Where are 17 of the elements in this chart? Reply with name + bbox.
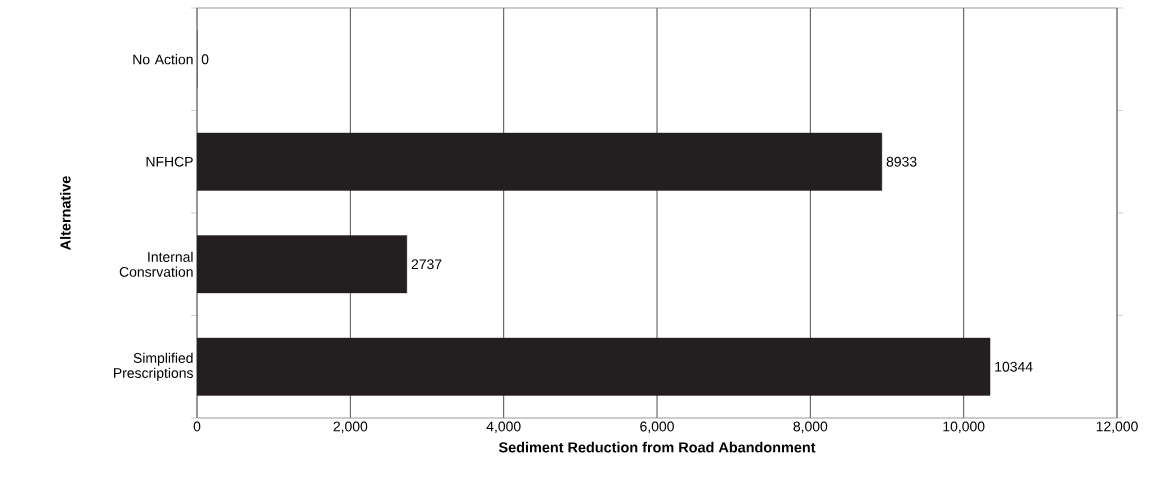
y-tick-label: NFHCP xyxy=(146,156,193,167)
x-tick-label: 12,000 xyxy=(1096,421,1138,434)
data-label: 10344 xyxy=(995,361,1033,372)
x-axis-title: Sediment Reduction from Road Abandonment xyxy=(498,441,816,453)
y-tick-label: Simplified Prescriptions xyxy=(114,352,193,381)
y-tick-label: Internal Consrvation xyxy=(119,251,193,277)
y-tick-label: No Action xyxy=(133,54,193,65)
x-tick-label: 2,000 xyxy=(333,421,368,434)
x-tick-label: 10,000 xyxy=(943,421,985,434)
y-axis-title: Alternative xyxy=(60,176,71,250)
data-label: 2737 xyxy=(411,259,442,270)
x-tick-label: 4,000 xyxy=(486,421,521,434)
x-tick-label: 8,000 xyxy=(793,421,828,434)
x-tick-label: 6,000 xyxy=(640,421,674,434)
data-label: 0 xyxy=(201,54,209,65)
data-label: 8933 xyxy=(886,156,917,167)
x-tick-label: 0 xyxy=(193,421,201,432)
